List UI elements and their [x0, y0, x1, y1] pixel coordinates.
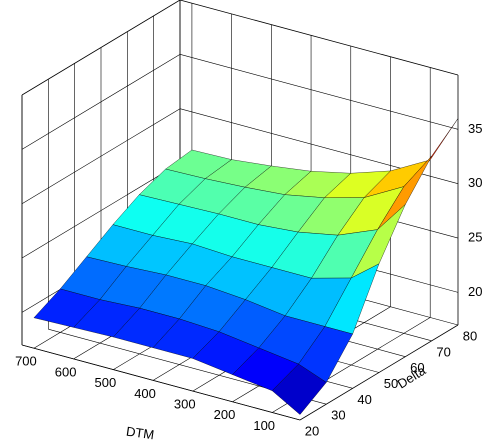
- x-tick-label: 500: [94, 375, 116, 390]
- x-tick-label: 300: [174, 397, 196, 412]
- y-tick-label: 20: [305, 423, 319, 438]
- axis-box: [21, 0, 181, 96]
- x-tick-label: 700: [15, 354, 37, 369]
- x-tick-label: 400: [134, 386, 156, 401]
- axis-box: [21, 344, 301, 421]
- grid-line: [21, 54, 181, 150]
- x-tick-label: 600: [55, 364, 77, 379]
- y-tick-label: 40: [357, 392, 371, 407]
- axis-box: [179, 0, 459, 76]
- z-tick-label: 20: [468, 284, 482, 299]
- z-tick-label: 30: [468, 175, 482, 190]
- grid-line: [21, 108, 181, 204]
- grid-line: [179, 54, 459, 130]
- y-tick-label: 70: [436, 344, 450, 359]
- x-tick-label: 100: [253, 418, 275, 433]
- x-axis-label: DTM: [125, 424, 155, 443]
- y-tick-label: 30: [331, 408, 345, 423]
- y-tick-label: 50: [384, 376, 398, 391]
- grid-line: [21, 162, 181, 259]
- y-tick-label: 60: [410, 360, 424, 375]
- surface-patch: [271, 363, 327, 415]
- x-tick-label: 200: [214, 407, 236, 422]
- z-tick-label: 25: [468, 229, 482, 244]
- y-tick-label: 80: [463, 328, 477, 343]
- axis-box: [299, 324, 459, 421]
- z-tick-label: 35: [468, 121, 482, 136]
